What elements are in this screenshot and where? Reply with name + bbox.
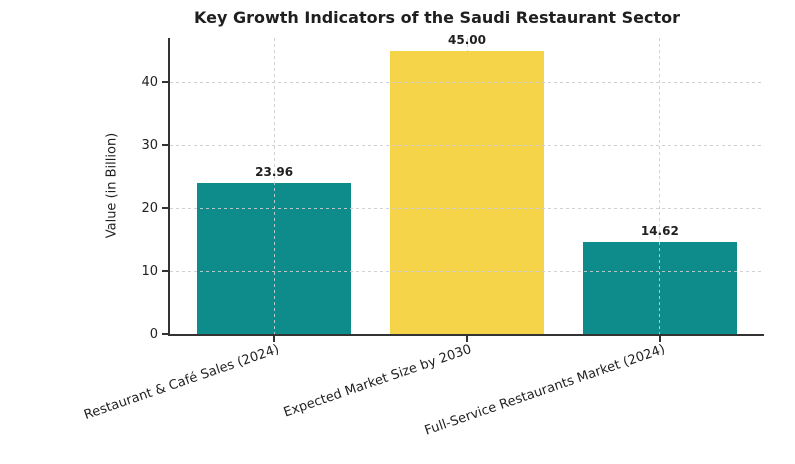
y-tick-label: 30 [141, 137, 158, 153]
horizontal-gridline [170, 144, 764, 146]
y-tick-label: 10 [141, 263, 158, 279]
x-tick-label: Restaurant & Café Sales (2024) [82, 342, 282, 424]
plot-area: 23.96 45.00 14.62 [168, 33, 764, 336]
vertical-gridline [659, 38, 661, 334]
y-tick-mark [162, 207, 168, 209]
horizontal-gridline [170, 207, 764, 209]
vertical-gridline [273, 38, 275, 334]
x-tick-label: Expected Market Size by 2030 [282, 342, 474, 421]
y-tick-label: 20 [141, 200, 158, 216]
bar-value-label: 14.62 [640, 223, 679, 238]
y-axis-label: Value (in Billion) [104, 132, 120, 239]
y-tick-mark [162, 144, 168, 146]
y-tick-mark [162, 333, 168, 335]
y-tick-mark [162, 81, 168, 83]
x-tick-mark [466, 336, 468, 342]
horizontal-gridline [170, 81, 764, 83]
y-tick-label: 40 [141, 74, 158, 90]
bar-value-label: 45.00 [448, 32, 486, 47]
chart-title: Key Growth Indicators of the Saudi Resta… [194, 8, 680, 27]
bar-value-label: 23.96 [255, 165, 294, 180]
y-tick-mark [162, 270, 168, 272]
vertical-gridline [466, 38, 468, 334]
x-tick-mark [659, 336, 661, 342]
x-tick-mark [273, 336, 275, 342]
y-tick-label: 0 [149, 326, 158, 342]
horizontal-gridline [170, 270, 764, 272]
